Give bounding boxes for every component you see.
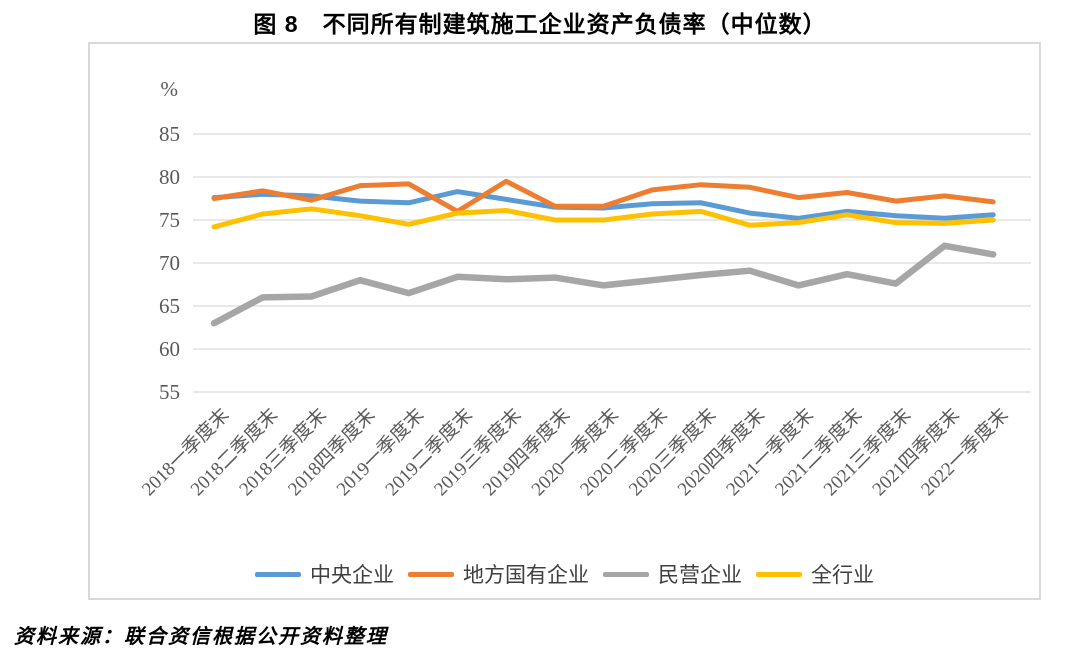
- chart-title: 图 8 不同所有制建筑施工企业资产负债率（中位数）: [253, 11, 827, 37]
- y-tick-label: 60: [159, 337, 180, 361]
- legend-swatch-local-state-owned-enterprises: [408, 571, 454, 577]
- chart-canvas: 85807570656055%2018一季度末2018二季度末2018三季度末2…: [137, 77, 1031, 500]
- y-tick-label: 75: [159, 208, 180, 232]
- legend-swatch-private-enterprises: [603, 571, 649, 577]
- series-line-whole-industry: [211, 206, 996, 230]
- y-tick-label: 85: [159, 122, 180, 146]
- legend-item-local-state-owned-enterprises: 地方国有企业: [408, 559, 589, 589]
- legend-label-whole-industry: 全行业: [811, 563, 874, 587]
- legend-item-private-enterprises: 民营企业: [603, 559, 742, 589]
- y-tick-label: 55: [159, 380, 180, 404]
- legend-item-whole-industry: 全行业: [756, 559, 874, 589]
- y-axis-unit-label: %: [161, 77, 179, 101]
- chart-legend: 中央企业 地方国有企业 民营企业 全行业: [90, 560, 1039, 588]
- legend-swatch-whole-industry: [756, 571, 802, 577]
- legend-label-central-enterprises: 中央企业: [310, 563, 394, 587]
- legend-item-central-enterprises: 中央企业: [255, 559, 394, 589]
- y-tick-label: 70: [159, 251, 180, 275]
- source-note: 资料来源：联合资信根据公开资料整理: [14, 626, 388, 648]
- legend-swatch-central-enterprises: [255, 571, 301, 577]
- chart-frame: 85 80 75 70 65 60 55% 2018一季度末 2018二季度末 2018三季度末 2…: [88, 42, 1041, 600]
- series-line-local-state-owned-enterprises: [211, 178, 996, 214]
- series-line-private-enterprises: [210, 242, 997, 327]
- y-tick-label: 65: [159, 294, 180, 318]
- legend-label-private-enterprises: 民营企业: [658, 563, 742, 587]
- legend-label-local-state-owned-enterprises: 地方国有企业: [463, 563, 589, 587]
- y-tick-label: 80: [159, 165, 180, 189]
